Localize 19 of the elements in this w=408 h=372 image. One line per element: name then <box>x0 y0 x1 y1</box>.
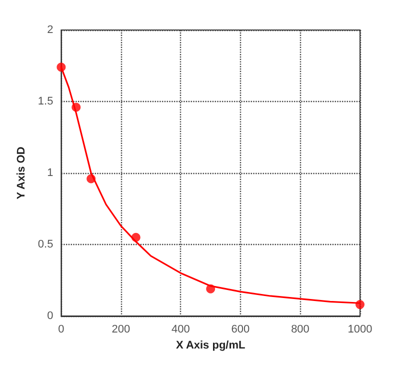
x-tick-label: 400 <box>172 324 190 336</box>
point <box>86 174 96 184</box>
point <box>72 102 81 112</box>
x-tick-label: 600 <box>231 324 250 336</box>
y-tick-label: 1 <box>47 167 54 179</box>
point <box>131 232 140 242</box>
y-tick-label: 0 <box>47 310 54 322</box>
y-tick-label: 0.5 <box>38 238 54 250</box>
point <box>356 300 364 310</box>
y-tick-label: 2 <box>47 24 54 36</box>
x-tick-label: 800 <box>291 324 310 336</box>
point <box>56 62 66 72</box>
x-tick-label: 200 <box>112 324 130 336</box>
y-tick-label: 1.5 <box>38 96 54 108</box>
x-tick-label: 1000 <box>348 324 372 336</box>
x-tick-label: 0 <box>58 324 64 336</box>
point <box>206 284 216 294</box>
y-axis-title: Y Axis OD <box>16 146 28 200</box>
x-axis-title: X Axis pg/mL <box>176 339 246 352</box>
